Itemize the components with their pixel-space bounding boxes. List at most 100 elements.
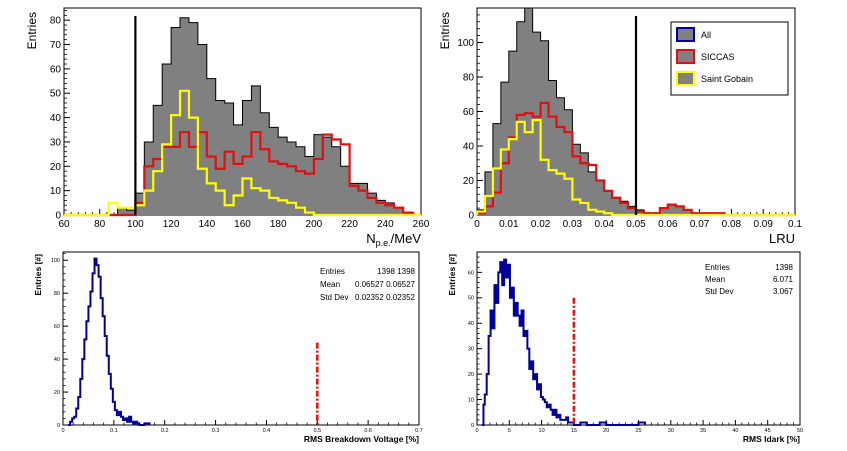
- y-tick-label: 40: [54, 357, 60, 363]
- x-tick-label: 0.6: [364, 428, 372, 434]
- x-tick-label: 140: [198, 219, 215, 230]
- x-axis-label-subscript: p.e.: [376, 238, 391, 248]
- y-tick-label: 20: [463, 176, 475, 187]
- y-axis-label: Entries: [25, 12, 39, 49]
- y-tick-label: 0: [471, 423, 474, 429]
- y-tick-label: 40: [463, 142, 475, 153]
- series-siccas: [64, 131, 421, 217]
- series-saint-gobain: [475, 119, 795, 217]
- y-tick-label: 20: [50, 162, 62, 173]
- x-tick-label: 120: [163, 219, 180, 230]
- x-tick-label: 30: [668, 428, 674, 434]
- y-tick-label: 50: [50, 89, 62, 100]
- stats-label: Mean: [320, 280, 340, 289]
- y-tick-label: 40: [50, 113, 62, 124]
- y-tick-label: 80: [50, 16, 62, 27]
- y-axis-label: Entries: [438, 12, 452, 49]
- stats-label: Entries: [705, 263, 730, 272]
- x-tick-label: 0.01: [499, 219, 519, 230]
- y-tick-label: 30: [468, 347, 474, 353]
- y-tick-label: 60: [468, 270, 474, 276]
- x-tick-label: 0.4: [263, 428, 271, 434]
- stats-label: Std Dev: [320, 293, 348, 302]
- series-histogram: [482, 258, 646, 426]
- stats-label: Entries: [320, 267, 345, 276]
- x-tick-label: 0.02: [531, 219, 551, 230]
- y-tick-label: 50: [468, 296, 474, 302]
- y-tick-label: 0: [57, 423, 60, 429]
- x-axis-label-main: N: [366, 231, 375, 246]
- x-tick-label: 35: [700, 428, 706, 434]
- y-tick-label: 100: [51, 258, 60, 264]
- y-tick-label: 10: [468, 397, 474, 403]
- chart-rms-breakdown-voltage: 0 0.1 0.2 0.3 0.4 0.5 0.6 0.7 0 20 40 60 80 100 RMS Br…: [33, 251, 423, 444]
- legend-label: All: [701, 30, 711, 40]
- x-tick-label: 0.1: [788, 219, 802, 230]
- stats-label: Std Dev: [705, 287, 733, 296]
- y-tick-label: 0: [468, 211, 474, 222]
- legend-swatch-saint-gobain: [676, 71, 695, 86]
- legend-swatch-all: [676, 27, 695, 42]
- x-tick-label: 240: [377, 219, 394, 230]
- series-siccas: [475, 101, 795, 217]
- legend-label: Saint Gobain: [701, 74, 753, 84]
- x-tick-label: 45: [765, 428, 771, 434]
- stats-value: 1398 1398: [377, 267, 415, 276]
- chart-lru-histogram: 0 0.01 0.02 0.03 0.04 0.05 0.06 0.07 0.08 0.09 0.1…: [438, 7, 802, 246]
- x-tick-label: 0: [474, 219, 480, 230]
- x-tick-label: 50: [797, 428, 803, 434]
- y-tick-label: 20: [54, 390, 60, 396]
- x-tick-label: 100: [127, 219, 144, 230]
- x-axis-label: RMS Breakdown Voltage [%]: [304, 434, 419, 444]
- y-tick-label: 60: [50, 64, 62, 75]
- y-tick-label: 60: [54, 324, 60, 330]
- legend-swatch-siccas: [676, 49, 695, 64]
- y-tick-label: 80: [54, 291, 60, 297]
- y-tick-label: 20: [468, 372, 474, 378]
- y-tick-label: 70: [50, 40, 62, 51]
- x-axis-label: LRU: [769, 231, 795, 246]
- x-axis-label: RMS Idark [%]: [743, 434, 800, 444]
- y-tick-label: 0: [55, 211, 61, 222]
- stats-label: Mean: [705, 275, 725, 284]
- y-tick-label: 30: [50, 137, 62, 148]
- y-tick-label: 10: [50, 186, 62, 197]
- x-tick-label: 180: [270, 219, 287, 230]
- plot-frame: [476, 251, 801, 426]
- x-tick-label: 20: [603, 428, 609, 434]
- x-tick-label: 160: [234, 219, 251, 230]
- y-tick-label: 60: [463, 107, 475, 118]
- plot-frame: [62, 251, 420, 426]
- x-tick-label: 0.05: [626, 219, 646, 230]
- x-tick-label: 5: [508, 428, 511, 434]
- x-tick-label: 200: [306, 219, 323, 230]
- y-axis-label: Entries [#]: [447, 254, 457, 296]
- x-axis-label: Np.e./MeV: [366, 231, 421, 248]
- x-tick-label: 0: [61, 428, 64, 434]
- x-tick-label: 0.09: [753, 219, 773, 230]
- y-tick-label: 100: [457, 38, 474, 49]
- y-tick-label: 40: [468, 321, 474, 327]
- x-axis-label-tail: /MeV: [391, 231, 422, 246]
- x-tick-label: 0.1: [110, 428, 118, 434]
- legend-label: SICCAS: [701, 52, 735, 62]
- x-tick-label: 60: [58, 219, 70, 230]
- chart-npe-histogram: 60 80 100 120 140 160 180 200 220 240 260 0 10 20 30 40…: [25, 7, 430, 248]
- stats-value: 0.02352 0.02352: [355, 293, 416, 302]
- x-tick-label: 0.06: [658, 219, 678, 230]
- x-tick-label: 0.07: [690, 219, 710, 230]
- stats-value: 6.071: [773, 275, 794, 284]
- series-histogram: [68, 257, 151, 426]
- stats-value: 3.067: [773, 287, 794, 296]
- x-tick-label: 10: [539, 428, 545, 434]
- chart-rms-idark: 0 5 10 15 20 25 30 35 40 45 50 0 10 20 30 40 50 60 RMS Ida…: [447, 251, 803, 444]
- x-tick-label: 25: [635, 428, 641, 434]
- x-tick-label: 260: [413, 219, 430, 230]
- stats-value: 0.06527 0.06527: [355, 280, 416, 289]
- x-tick-label: 0.3: [212, 428, 220, 434]
- stats-value: 1398: [775, 263, 793, 272]
- x-tick-label: 40: [732, 428, 738, 434]
- x-tick-label: 220: [341, 219, 358, 230]
- x-tick-label: 0.04: [594, 219, 614, 230]
